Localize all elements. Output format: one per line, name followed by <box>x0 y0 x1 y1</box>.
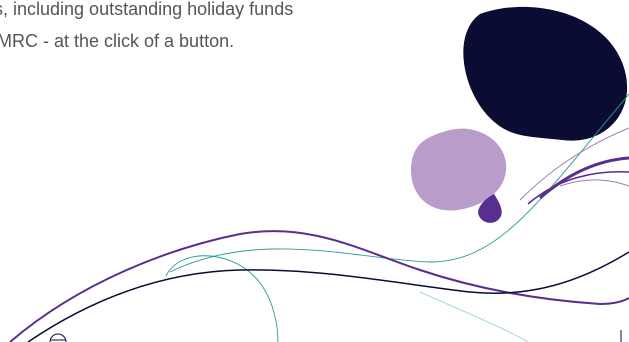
purple-swoosh-line-2 <box>527 170 629 205</box>
teal-sweep-line <box>169 93 629 273</box>
lilac-blob-shape <box>410 128 507 211</box>
navy-blob-shape <box>463 6 628 141</box>
intro-text: s, including outstanding holiday funds M… <box>0 0 293 57</box>
navy-wave-line <box>27 251 629 342</box>
purple-droplet-shape <box>478 194 502 223</box>
teal-faint-line <box>419 291 529 342</box>
purple-wave-line <box>9 230 629 342</box>
purple-swoosh-line <box>539 156 629 200</box>
intro-text-line-1: s, including outstanding holiday funds <box>0 0 294 19</box>
circle-mark-icon <box>49 333 67 342</box>
teal-loop-line <box>165 255 279 342</box>
lilac-arc-line-1 <box>519 127 629 201</box>
lilac-arc-line-2 <box>559 179 629 187</box>
intro-text-line-2: MRC - at the click of a button. <box>0 31 235 51</box>
